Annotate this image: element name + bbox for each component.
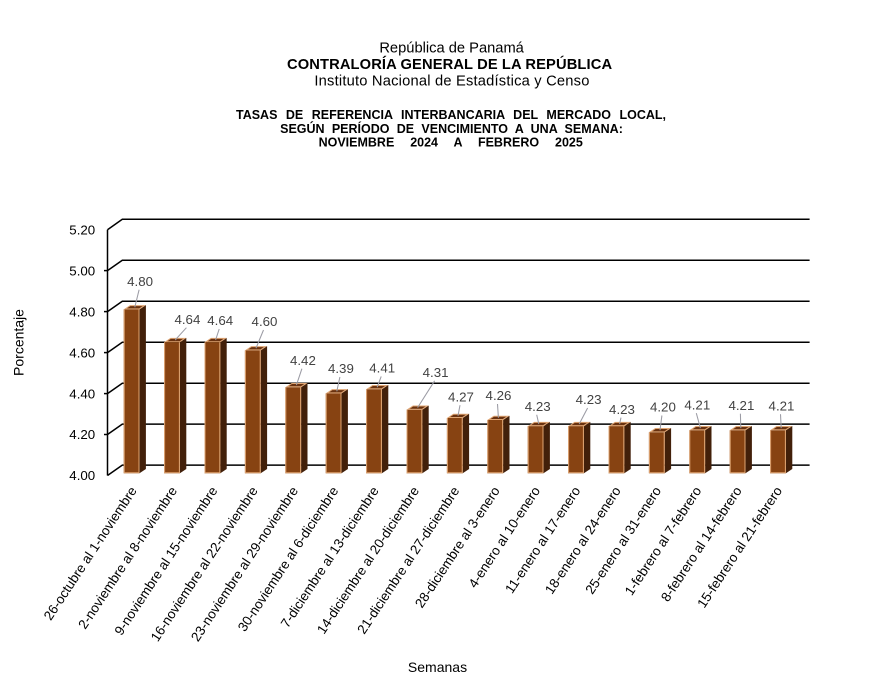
svg-text:4.64: 4.64 xyxy=(174,312,200,327)
svg-text:4.80: 4.80 xyxy=(127,274,153,289)
svg-text:4.60: 4.60 xyxy=(69,345,95,360)
svg-text:Instituto Nacional de Estadíst: Instituto Nacional de Estadística y Cens… xyxy=(314,74,589,90)
svg-text:NOVIEMBRE 2024 A FEBRERO 2025: NOVIEMBRE 2024 A FEBRERO 2025 xyxy=(319,135,583,149)
svg-text:Porcentaje: Porcentaje xyxy=(11,309,27,376)
svg-text:4.41: 4.41 xyxy=(369,361,395,376)
svg-text:4.21: 4.21 xyxy=(684,397,710,412)
svg-text:4.20: 4.20 xyxy=(69,427,95,442)
svg-text:4.31: 4.31 xyxy=(423,365,449,380)
svg-text:SEGÚN PERÍODO DE VENCIMIENTO A: SEGÚN PERÍODO DE VENCIMIENTO A UNA SEMAN… xyxy=(280,121,623,136)
svg-text:4.23: 4.23 xyxy=(576,392,602,407)
svg-text:4.60: 4.60 xyxy=(252,314,278,329)
svg-text:4.40: 4.40 xyxy=(69,386,95,401)
svg-text:4.00: 4.00 xyxy=(69,468,95,483)
svg-text:4.80: 4.80 xyxy=(69,304,95,319)
svg-text:4.21: 4.21 xyxy=(728,398,754,413)
svg-text:4.27: 4.27 xyxy=(448,389,474,404)
svg-text:TASAS DE REFERENCIA INTERBANCA: TASAS DE REFERENCIA INTERBANCARIA DEL ME… xyxy=(236,108,666,122)
svg-text:CONTRALORÍA GENERAL DE LA REPÚ: CONTRALORÍA GENERAL DE LA REPÚBLICA xyxy=(287,55,612,73)
svg-text:Semanas: Semanas xyxy=(408,659,467,675)
svg-text:4.42: 4.42 xyxy=(290,353,316,368)
svg-text:4.39: 4.39 xyxy=(328,361,354,376)
svg-text:5.00: 5.00 xyxy=(69,263,95,278)
svg-text:4.26: 4.26 xyxy=(486,388,512,403)
svg-text:4.23: 4.23 xyxy=(525,399,551,414)
svg-text:República de Panamá: República de Panamá xyxy=(379,40,524,56)
svg-text:4.64: 4.64 xyxy=(207,313,233,328)
svg-text:4.23: 4.23 xyxy=(609,402,635,417)
svg-text:5.20: 5.20 xyxy=(69,222,95,237)
svg-text:4.20: 4.20 xyxy=(650,400,676,415)
svg-text:4.21: 4.21 xyxy=(769,398,795,413)
